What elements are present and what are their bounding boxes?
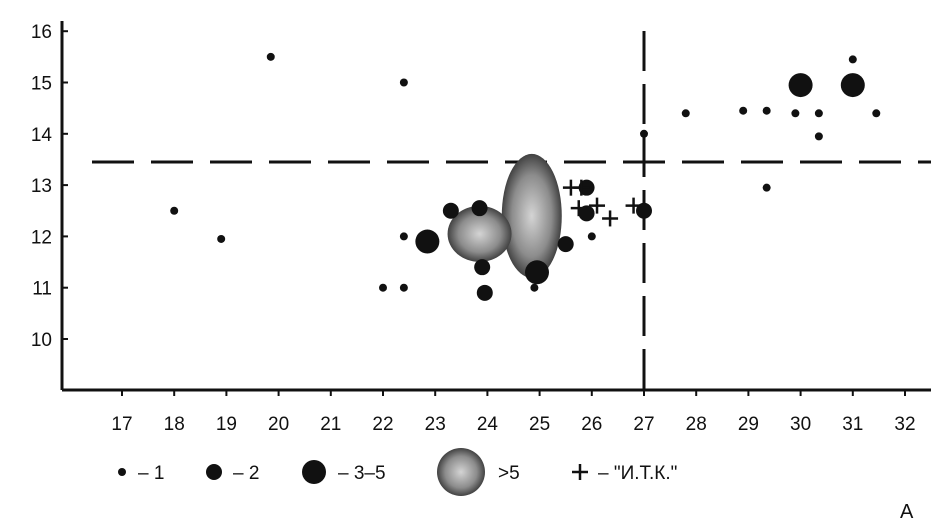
x-tick-label: 23 (425, 414, 446, 435)
x-tick-label: 25 (529, 414, 550, 435)
y-tick-label: 13 (31, 176, 52, 197)
mark-dot-1 (266, 52, 275, 61)
mark-dot-1 (762, 183, 771, 192)
mark-dot-2 (442, 202, 459, 219)
mark-itk-plus (625, 197, 642, 214)
legend-item-3-5: – 3–5 (302, 460, 386, 484)
mark-dot-1 (587, 232, 596, 241)
mark-itk-plus (602, 210, 619, 227)
mark-dot-1 (399, 78, 408, 87)
y-tick-label: 10 (31, 330, 52, 351)
mark-dot-1 (739, 106, 748, 115)
y-tick-label: 12 (31, 227, 52, 248)
mark-dot-1 (681, 109, 690, 118)
data-marks (170, 52, 881, 301)
legend-label: >5 (498, 463, 520, 484)
legend-label: – 2 (233, 463, 259, 484)
y-tick-label: 14 (31, 125, 53, 146)
y-tick-label: 15 (31, 74, 52, 95)
x-tick-label: 29 (738, 414, 759, 435)
x-tick-label: 32 (894, 414, 915, 435)
x-tick-label: 19 (216, 414, 237, 435)
mark-dot-1 (399, 283, 408, 292)
x-tick-label: 17 (111, 414, 132, 435)
mark-dot-1 (848, 55, 857, 64)
mark-dot-1 (791, 109, 800, 118)
legend: – 1 – 2 – 3–5 >5 – "И.Т.К." (118, 448, 677, 496)
x-tick-label: 21 (320, 414, 341, 435)
mark-dot-1 (762, 106, 771, 115)
mark-dot-1 (379, 283, 387, 292)
legend-label: – 1 (138, 463, 164, 484)
mark-itk-plus (573, 179, 590, 196)
legend-label: – "И.Т.К." (598, 463, 677, 484)
x-tick-label: 26 (581, 414, 602, 435)
x-tick-label: 28 (686, 414, 707, 435)
legend-item-2: – 2 (206, 463, 259, 484)
mark-dot-3-5 (415, 229, 440, 254)
legend-item-itk: – "И.Т.К." (572, 463, 677, 484)
mark-dot-1 (872, 109, 881, 118)
x-tick-label: 18 (164, 414, 185, 435)
mark-dot-1 (399, 232, 408, 241)
mark-dot-1 (640, 129, 648, 138)
panel-label: A (900, 501, 914, 521)
legend-marker-icon (118, 468, 126, 476)
mark-dot-3-5 (788, 73, 813, 98)
x-tick-label: 30 (790, 414, 811, 435)
mark-dot-3-5 (840, 73, 865, 98)
legend-marker-icon (206, 464, 222, 480)
legend-item-gt5: >5 (437, 448, 520, 496)
mark-dot-1 (814, 109, 823, 118)
mark-dot-2 (557, 236, 574, 253)
mark-dot-1 (530, 283, 539, 292)
legend-marker-icon (302, 460, 326, 484)
axes: 17 18 19 20 21 22 23 24 25 26 27 28 29 30 31 32 10 11 12 13… (31, 20, 931, 435)
x-tick-label: 20 (268, 414, 289, 435)
x-tick-label: 31 (842, 414, 863, 435)
legend-blob-icon (437, 448, 485, 496)
x-tick-label: 22 (372, 414, 393, 435)
mark-itk-plus (570, 200, 587, 217)
legend-label: – 3–5 (338, 463, 386, 484)
mark-dot-1 (217, 234, 226, 243)
mark-itk-plus (589, 197, 606, 214)
y-tick-label: 11 (32, 279, 52, 300)
mark-blob-gt5 (501, 153, 562, 278)
legend-item-1: – 1 (118, 463, 164, 484)
mark-dot-1 (814, 132, 823, 141)
x-tick-label: 27 (633, 414, 654, 435)
x-tick-label: 24 (477, 414, 499, 435)
mark-dot-2 (476, 284, 493, 301)
mark-dot-3-5 (524, 260, 549, 285)
mark-dot-2 (474, 259, 491, 276)
mark-dot-2 (471, 200, 488, 217)
mark-blob-gt5 (447, 205, 512, 262)
mark-dot-1 (170, 206, 179, 215)
y-tick-label: 16 (31, 22, 52, 43)
legend-marker-icon (572, 464, 588, 480)
